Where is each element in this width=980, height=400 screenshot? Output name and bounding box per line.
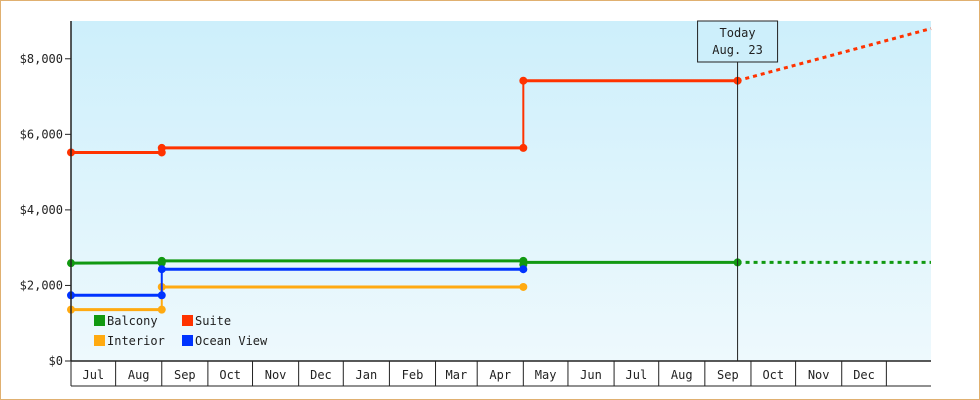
y-tick-label: $6,000	[20, 127, 63, 141]
month-label: Mar	[446, 368, 468, 382]
legend-label: Interior	[107, 334, 165, 348]
month-label: Feb	[402, 368, 424, 382]
month-label: Oct	[762, 368, 784, 382]
month-label: Jul	[82, 368, 104, 382]
y-tick-label: $2,000	[20, 278, 63, 292]
series-point	[519, 282, 528, 291]
legend-item-suite: Suite	[182, 314, 231, 328]
y-tick-label: $0	[49, 354, 63, 368]
legend-swatch	[94, 335, 105, 346]
legend-swatch	[182, 335, 193, 346]
series-point	[157, 256, 166, 265]
legend-label: Balcony	[107, 314, 158, 328]
month-label: Sep	[717, 368, 739, 382]
legend-label: Suite	[195, 314, 231, 328]
series-point	[519, 76, 528, 85]
axes: $0 $2,000 $4,000 $6,000 $8,000 Jul Aug Sep Oct No…	[20, 21, 931, 387]
series-point	[157, 143, 166, 152]
today-marker: Today Aug. 23	[697, 20, 779, 361]
series-projection-line	[737, 27, 932, 83]
series-layer	[67, 27, 932, 314]
series-ocean-view	[67, 265, 528, 300]
month-label: Jul	[626, 368, 648, 382]
month-label: Apr	[489, 368, 511, 382]
series-suite	[67, 27, 932, 157]
month-label: Aug	[671, 368, 693, 382]
legend-item-balcony: Balcony	[94, 314, 158, 328]
series-point	[157, 305, 166, 314]
legend-item-ocean-view: Ocean View	[182, 334, 268, 348]
series-point	[519, 143, 528, 152]
month-label: May	[535, 368, 557, 382]
series-point	[157, 291, 166, 300]
month-label: Sep	[174, 368, 196, 382]
plot-area	[71, 21, 931, 361]
today-label-line2: Aug. 23	[712, 43, 763, 57]
legend-label: Ocean View	[195, 334, 268, 348]
month-label: Jan	[356, 368, 378, 382]
month-label: Aug	[128, 368, 150, 382]
month-label: Dec	[310, 368, 332, 382]
today-label-box	[697, 20, 779, 63]
month-label: Dec	[853, 368, 875, 382]
month-label: Nov	[265, 368, 287, 382]
month-label: Oct	[219, 368, 241, 382]
month-label: Nov	[808, 368, 830, 382]
legend-swatch	[182, 315, 193, 326]
legend-swatch	[94, 315, 105, 326]
y-tick-label: $4,000	[20, 203, 63, 217]
legend: Balcony Suite Interior Ocean View	[94, 314, 268, 348]
series-point	[157, 265, 166, 274]
y-tick-label: $8,000	[20, 52, 63, 66]
month-label: Jun	[580, 368, 602, 382]
legend-item-interior: Interior	[94, 334, 165, 348]
today-label-line1: Today	[720, 26, 756, 40]
series-point	[519, 265, 528, 274]
